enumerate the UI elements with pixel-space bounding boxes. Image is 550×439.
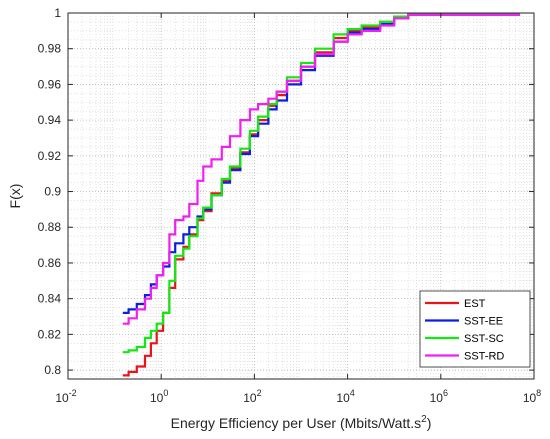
x-tick-label: 102 [243, 388, 261, 405]
x-axis-ticks: 10-2 100 102 104 106 108 [55, 13, 541, 405]
legend: EST SST-EE SST-SC SST-RD [419, 290, 531, 368]
y-tick-label: 0.82 [38, 327, 62, 341]
x-tick-label: 106 [430, 388, 448, 405]
legend-label-sst-ee: SST-EE [464, 316, 503, 328]
series-line-sst-sc [122, 13, 520, 354]
series-lines [122, 13, 520, 377]
y-tick-label: 0.96 [38, 77, 62, 91]
x-tick-label: 100 [150, 388, 168, 405]
y-tick-label: 0.8 [44, 363, 61, 377]
y-axis-ticks: 0.8 0.82 0.84 0.86 0.88 0.9 0.92 0.94 0.96 0.98 1 [38, 6, 534, 377]
y-tick-label: 0.92 [38, 149, 62, 163]
y-tick-label: 0.9 [44, 185, 61, 199]
legend-label-est: EST [464, 298, 486, 310]
x-tick-label: 10-2 [55, 388, 76, 405]
legend-label-sst-sc: SST-SC [464, 333, 504, 345]
plot-area-frame [67, 12, 535, 380]
y-tick-label: 0.84 [38, 292, 62, 306]
y-axis-title: F(x) [7, 184, 23, 209]
legend-label-sst-rd: SST-RD [464, 351, 504, 363]
y-tick-label: 0.98 [38, 42, 62, 56]
series-line-sst-rd [122, 13, 520, 325]
x-axis-title: Energy Efficiency per User (Mbits/Watt.s… [171, 414, 432, 431]
y-tick-label: 1 [54, 6, 61, 20]
y-tick-label: 0.88 [38, 220, 62, 234]
y-tick-label: 0.86 [38, 256, 62, 270]
x-tick-label: 104 [336, 388, 354, 405]
y-tick-label: 0.94 [38, 113, 62, 127]
x-tick-label: 108 [523, 388, 541, 405]
